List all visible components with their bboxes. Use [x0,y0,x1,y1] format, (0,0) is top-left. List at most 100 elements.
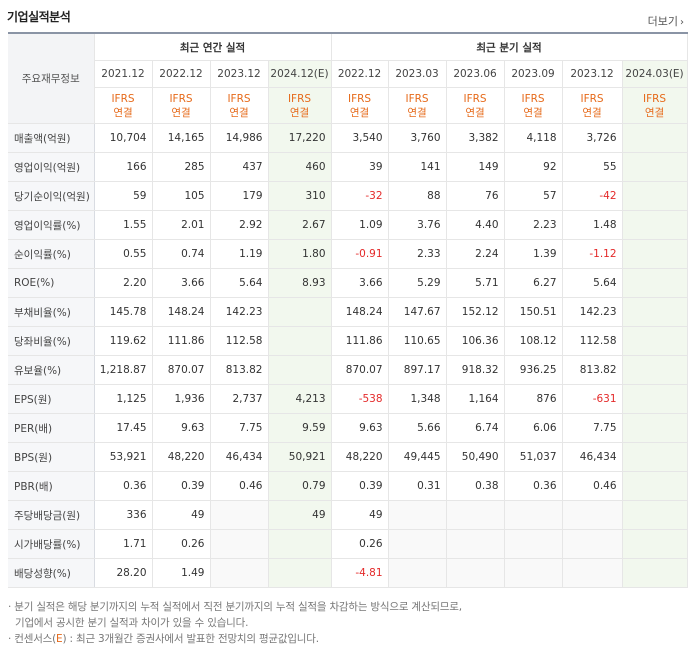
ifrs-label: IFRS [347,92,372,105]
value-cell [622,210,688,240]
value-cell: 1.39 [504,239,563,269]
value-cell [268,529,332,559]
more-label: 더보기 [647,15,678,28]
value-cell: 0.46 [562,471,623,501]
value-cell: 876 [504,384,563,414]
value-cell: 141 [388,152,447,182]
value-cell: 57 [504,181,563,211]
value-cell [622,239,688,269]
value-cell: 1.71 [94,529,153,559]
footnote-2-suffix: ) : 최근 3개월간 증권사에서 발표한 전망치의 평균값입니다. [62,633,319,645]
value-cell: 5.66 [388,413,447,443]
value-cell: 110.65 [388,326,447,356]
annual-group-header: 최근 연간 실적 [94,32,332,61]
value-cell: 92 [504,152,563,182]
value-cell [504,558,563,588]
value-cell: 148.24 [330,297,389,327]
value-cell: 148.24 [152,297,211,327]
value-cell: 50,921 [268,442,332,472]
value-cell [622,181,688,211]
table-row: PBR(배) 0.36 0.39 0.46 0.79 0.39 0.31 0.38 0.36 0.… [8,471,688,501]
value-cell: -538 [330,384,389,414]
footnote-2-e: E [56,633,63,645]
value-cell: 17.45 [94,413,153,443]
value-cell: 0.39 [330,471,389,501]
ifrs-label: IFRS [227,92,251,105]
value-cell: 3,726 [562,123,623,153]
value-cell: 3,760 [388,123,447,153]
value-cell: 0.46 [210,471,269,501]
value-cell: 147.67 [388,297,447,327]
row-label: 영업이익(억원) [8,152,95,182]
value-cell: -1.12 [562,239,623,269]
value-cell: 39 [330,152,389,182]
period-header: 2022.12 [152,60,211,88]
period-header: 2021.12 [94,60,153,88]
value-cell [622,500,688,530]
value-cell: 10,704 [94,123,153,153]
value-cell [268,297,332,327]
value-cell: 0.31 [388,471,447,501]
value-cell [504,529,563,559]
row-label-header: 주요재무정보 [8,32,95,124]
value-cell: 8.93 [268,268,332,298]
value-cell [446,558,505,588]
value-cell: 3,382 [446,123,505,153]
value-cell [622,355,688,385]
value-cell: 76 [446,181,505,211]
value-cell: 1.09 [330,210,389,240]
table-row: 순이익률(%) 0.55 0.74 1.19 1.80 -0.91 2.33 2.24 1.39… [8,239,688,269]
value-cell: 51,037 [504,442,563,472]
row-label: 순이익률(%) [8,239,95,269]
table-row: 당좌비율(%) 119.62 111.86 112.58 111.86 110.65 106… [8,326,688,356]
row-label: 영업이익률(%) [8,210,95,240]
value-cell: 0.55 [94,239,153,269]
value-cell: 3.66 [330,268,389,298]
value-cell: 310 [268,181,332,211]
value-cell: 4,213 [268,384,332,414]
value-cell [622,471,688,501]
value-cell: 1.48 [562,210,623,240]
ifrs-label: IFRS [521,92,545,105]
value-cell: 7.75 [210,413,269,443]
value-cell: 166 [94,152,153,182]
value-cell: 5.29 [388,268,447,298]
consolidated-label: 연결 [644,106,665,119]
value-cell: 2,737 [210,384,269,414]
ifrs-label: IFRS [111,92,135,105]
value-cell: 106.36 [446,326,505,356]
value-cell: 1.19 [210,239,269,269]
value-cell: 9.63 [152,413,211,443]
period-header: 2023.09 [504,60,563,88]
table-row: 영업이익률(%) 1.55 2.01 2.92 2.67 1.09 3.76 4.40 2.23… [8,210,688,240]
value-cell: 48,220 [152,442,211,472]
value-cell: 111.86 [152,326,211,356]
ifrs-badge: IFRS 연결 [504,87,563,124]
row-label: PER(배) [8,413,95,443]
value-cell: -32 [330,181,389,211]
value-cell: 336 [94,500,153,530]
table-row: 시가배당률(%) 1.71 0.26 0.26 [8,529,688,559]
ifrs-badge: IFRS 연결 [152,87,211,124]
more-link[interactable]: 더보기 › [648,13,684,29]
ifrs-label: IFRS [287,92,312,105]
value-cell: -0.91 [330,239,389,269]
value-cell: 1,125 [94,384,153,414]
value-cell: 3,540 [330,123,389,153]
value-cell: 50,490 [446,442,505,472]
period-header: 2023.12 [210,60,269,88]
value-cell: -631 [562,384,623,414]
value-cell: -4.81 [330,558,389,588]
value-cell: 0.36 [94,471,153,501]
table-row: 영업이익(억원) 166 285 437 460 39 141 149 92 55 [8,152,688,182]
section-title: 기업실적분석 [7,10,71,24]
footnote-1-cont: 기업에서 공시한 분기 실적과 차이가 있을 수 있습니다. [15,617,249,629]
table-row: 매출액(억원) 10,704 14,165 14,986 17,220 3,540 3,76… [8,123,688,153]
value-cell: 5.71 [446,268,505,298]
value-cell [268,326,332,356]
value-cell: 1,164 [446,384,505,414]
value-cell [446,529,505,559]
value-cell: 150.51 [504,297,563,327]
value-cell [622,529,688,559]
value-cell: 6.74 [446,413,505,443]
